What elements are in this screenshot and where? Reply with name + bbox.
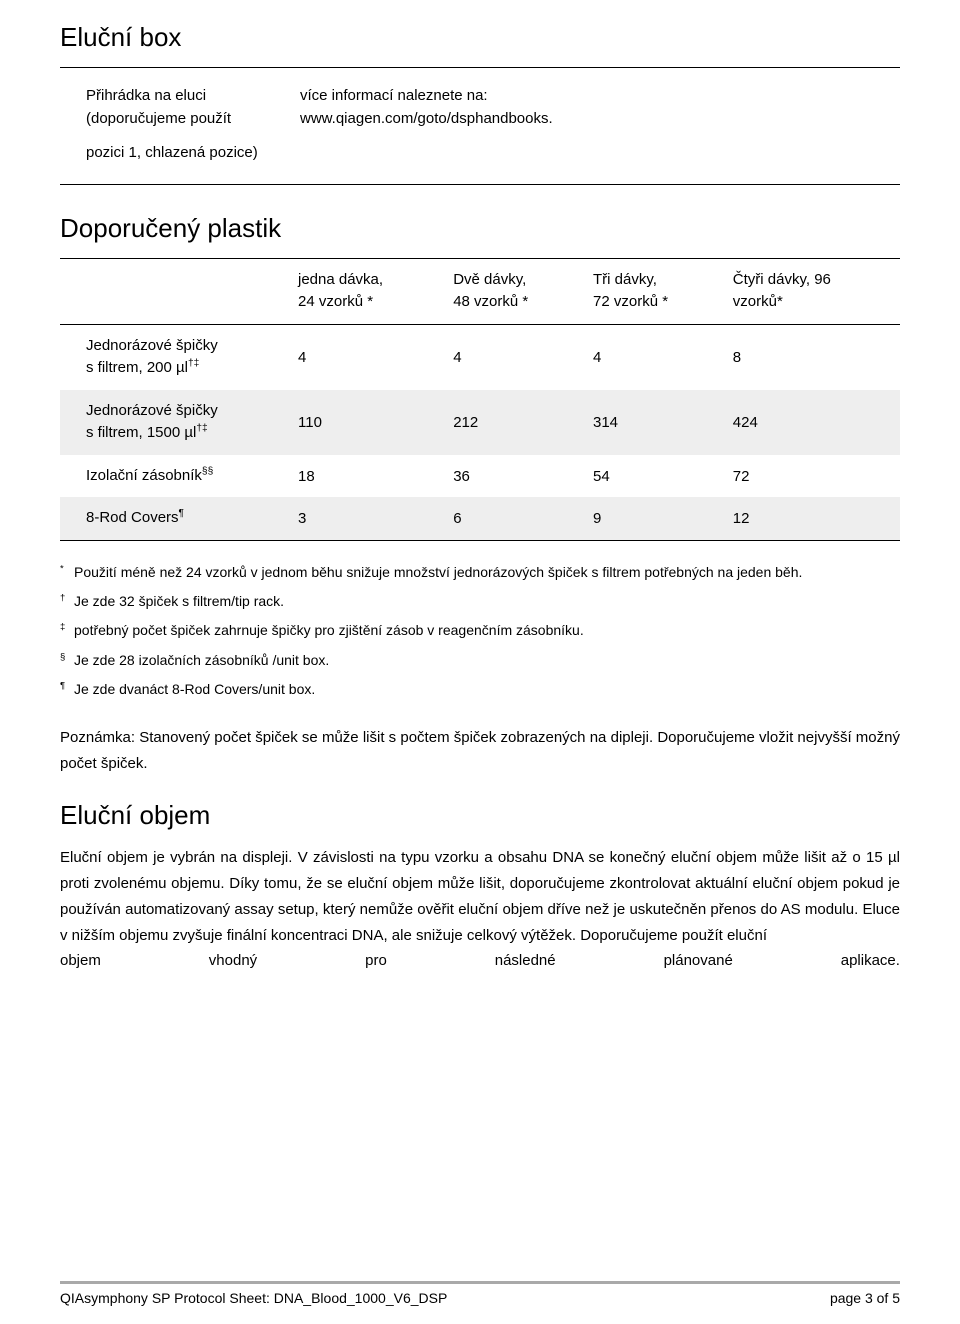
row-label: Jednorázové špičkys filtrem, 1500 µl†‡ bbox=[60, 390, 290, 455]
box-left-line: pozici 1, chlazená pozice) bbox=[86, 141, 300, 164]
footnote-mark: ¶ bbox=[60, 676, 74, 703]
footnote-text: potřebný počet špiček zahrnuje špičky pr… bbox=[74, 617, 900, 644]
table-cell: 72 bbox=[725, 455, 900, 498]
box-left-line: (doporučujeme použít bbox=[86, 107, 300, 130]
note-paragraph: Poznámka: Stanovený počet špiček se může… bbox=[60, 725, 900, 778]
table-cell: 12 bbox=[725, 497, 900, 540]
box-right-line: více informací naleznete na: bbox=[300, 84, 553, 107]
last-line-word: plánované bbox=[664, 952, 733, 969]
table-header: Tři dávky, 72 vzorků * bbox=[585, 258, 725, 324]
footer-right: page 3 of 5 bbox=[830, 1290, 900, 1306]
box-left-line: Přihrádka na eluci bbox=[86, 84, 300, 107]
table-cell: 9 bbox=[585, 497, 725, 540]
last-line-word: vhodný bbox=[209, 952, 257, 969]
section-title-plastik: Doporučený plastik bbox=[60, 213, 900, 244]
last-line-word: pro bbox=[365, 952, 387, 969]
table-header bbox=[60, 258, 290, 324]
table-cell: 3 bbox=[290, 497, 445, 540]
table-cell: 4 bbox=[290, 324, 445, 390]
volume-last-line: objem vhodný pro následné plánované aplikace. bbox=[60, 952, 900, 969]
table-cell: 424 bbox=[725, 390, 900, 455]
footnote-text: Je zde dvanáct 8-Rod Covers/unit box. bbox=[74, 676, 900, 703]
footnote-mark: ‡ bbox=[60, 617, 74, 644]
table-cell: 110 bbox=[290, 390, 445, 455]
box-right-line: www.qiagen.com/goto/dsphandbooks. bbox=[300, 107, 553, 130]
last-line-word: následné bbox=[495, 952, 556, 969]
elution-box: Přihrádka na eluci (doporučujeme použít … bbox=[60, 67, 900, 185]
table-cell: 314 bbox=[585, 390, 725, 455]
footnote-text: Použití méně než 24 vzorků v jednom běhu… bbox=[74, 559, 900, 586]
footnote-text: Je zde 28 izolačních zásobníků /unit box… bbox=[74, 647, 900, 674]
table-row: 8-Rod Covers¶36912 bbox=[60, 497, 900, 540]
footnote: §Je zde 28 izolačních zásobníků /unit bo… bbox=[60, 647, 900, 674]
footnote-text: Je zde 32 špiček s filtrem/tip rack. bbox=[74, 588, 900, 615]
footnote: ‡potřebný počet špiček zahrnuje špičky p… bbox=[60, 617, 900, 644]
row-label: 8-Rod Covers¶ bbox=[60, 497, 290, 540]
footnote-mark: * bbox=[60, 559, 74, 586]
table-cell: 8 bbox=[725, 324, 900, 390]
table-row: Jednorázové špičkys filtrem, 200 µl†‡444… bbox=[60, 324, 900, 390]
table-row: Izolační zásobník§§18365472 bbox=[60, 455, 900, 498]
table-row: Jednorázové špičkys filtrem, 1500 µl†‡11… bbox=[60, 390, 900, 455]
row-label: Jednorázové špičkys filtrem, 200 µl†‡ bbox=[60, 324, 290, 390]
footnote: ¶Je zde dvanáct 8-Rod Covers/unit box. bbox=[60, 676, 900, 703]
last-line-word: objem bbox=[60, 952, 101, 969]
footnote: *Použití méně než 24 vzorků v jednom běh… bbox=[60, 559, 900, 586]
table-cell: 54 bbox=[585, 455, 725, 498]
table-header: Čtyři dávky, 96 vzorků* bbox=[725, 258, 900, 324]
section-title-volume: Eluční objem bbox=[60, 800, 900, 831]
footnote-mark: § bbox=[60, 647, 74, 674]
volume-body: Eluční objem je vybrán na displeji. V zá… bbox=[60, 845, 900, 950]
table-cell: 4 bbox=[585, 324, 725, 390]
table-header-row: jedna dávka, 24 vzorků * Dvě dávky, 48 v… bbox=[60, 258, 900, 324]
plastik-table: jedna dávka, 24 vzorků * Dvě dávky, 48 v… bbox=[60, 258, 900, 541]
footnote: †Je zde 32 špiček s filtrem/tip rack. bbox=[60, 588, 900, 615]
row-label: Izolační zásobník§§ bbox=[60, 455, 290, 498]
footnote-mark: † bbox=[60, 588, 74, 615]
last-line-word: aplikace. bbox=[841, 952, 900, 969]
table-cell: 6 bbox=[445, 497, 585, 540]
footer-left: QIAsymphony SP Protocol Sheet: DNA_Blood… bbox=[60, 1290, 447, 1306]
table-cell: 36 bbox=[445, 455, 585, 498]
footnotes: *Použití méně než 24 vzorků v jednom běh… bbox=[60, 559, 900, 703]
page-footer: QIAsymphony SP Protocol Sheet: DNA_Blood… bbox=[60, 1281, 900, 1306]
table-cell: 4 bbox=[445, 324, 585, 390]
section-title-box: Eluční box bbox=[60, 22, 900, 53]
table-cell: 18 bbox=[290, 455, 445, 498]
box-left-col: Přihrádka na eluci (doporučujeme použít … bbox=[60, 84, 300, 164]
table-header: jedna dávka, 24 vzorků * bbox=[290, 258, 445, 324]
box-right-col: více informací naleznete na: www.qiagen.… bbox=[300, 84, 553, 164]
table-header: Dvě dávky, 48 vzorků * bbox=[445, 258, 585, 324]
table-cell: 212 bbox=[445, 390, 585, 455]
